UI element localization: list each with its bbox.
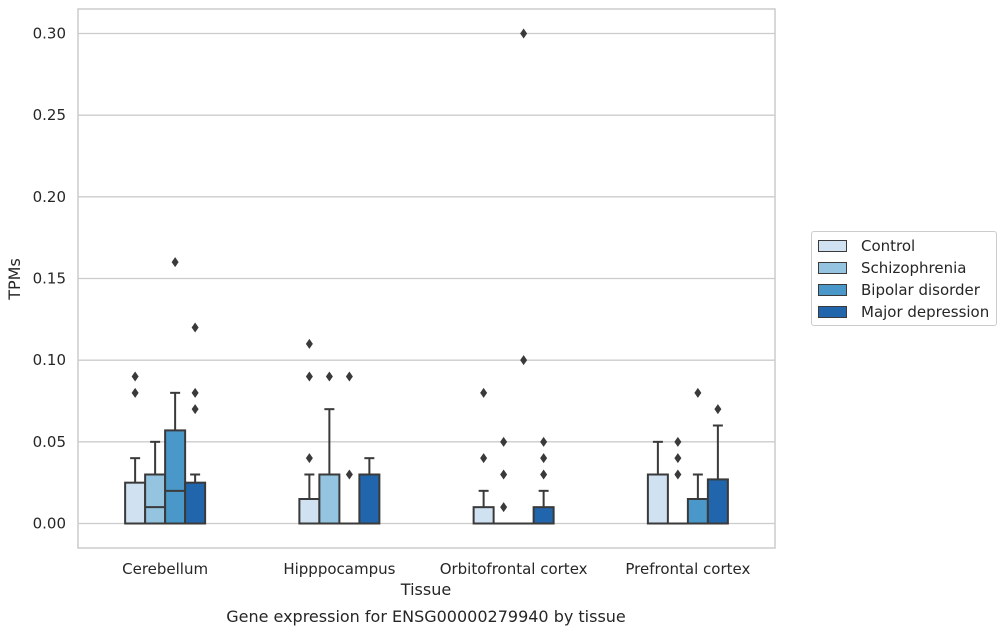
outlier-point bbox=[540, 436, 548, 447]
outlier-point bbox=[520, 28, 528, 39]
outlier-point bbox=[480, 387, 488, 398]
y-tick-label: 0.00 bbox=[33, 515, 66, 533]
legend: Control Schizophrenia Bipolar disorder M… bbox=[811, 231, 997, 326]
outlier-point bbox=[674, 453, 682, 464]
chart-caption: Gene expression for ENSG00000279940 by t… bbox=[226, 607, 626, 626]
x-tick-label: Cerebellum bbox=[122, 560, 208, 578]
outlier-point bbox=[480, 453, 488, 464]
box bbox=[298, 498, 321, 525]
outlier-point bbox=[345, 371, 353, 382]
box bbox=[706, 478, 729, 525]
outlier-point bbox=[500, 502, 508, 513]
x-tick-label: Orbitofrontal cortex bbox=[440, 560, 588, 578]
outlier-point bbox=[191, 387, 199, 398]
y-tick-label: 0.10 bbox=[33, 351, 66, 369]
legend-label: Control bbox=[861, 237, 916, 255]
outlier-point bbox=[674, 469, 682, 480]
box bbox=[472, 506, 495, 525]
outlier-point bbox=[345, 469, 353, 480]
y-tick-label: 0.15 bbox=[33, 270, 66, 288]
box bbox=[164, 429, 187, 525]
y-axis-ticks: 0.00 0.05 0.10 0.15 0.20 0.25 0.30 bbox=[33, 25, 66, 533]
outlier-point bbox=[520, 355, 528, 366]
legend-item-control: Control bbox=[818, 236, 915, 256]
box bbox=[686, 498, 709, 525]
outlier-point bbox=[191, 404, 199, 415]
y-tick-label: 0.25 bbox=[33, 106, 66, 124]
box bbox=[646, 473, 669, 525]
legend-label: Schizophrenia bbox=[861, 259, 967, 277]
x-tick-label: Hipppocampus bbox=[283, 560, 395, 578]
box bbox=[318, 473, 341, 525]
box-marks bbox=[124, 28, 729, 525]
outlier-point bbox=[325, 371, 333, 382]
x-axis-label: Tissue bbox=[400, 580, 451, 599]
y-tick-label: 0.30 bbox=[33, 25, 66, 43]
outlier-point bbox=[305, 453, 313, 464]
y-tick-label: 0.05 bbox=[33, 433, 66, 451]
gridlines bbox=[78, 32, 775, 525]
outlier-point bbox=[305, 371, 313, 382]
outlier-point bbox=[714, 404, 722, 415]
legend-item-bipolar-disorder: Bipolar disorder bbox=[818, 280, 980, 300]
outlier-point bbox=[171, 257, 179, 268]
outlier-point bbox=[131, 387, 139, 398]
plot-area-frame bbox=[77, 8, 776, 549]
outlier-point bbox=[540, 469, 548, 480]
legend-swatch-major-depression bbox=[818, 306, 847, 318]
legend-item-schizophrenia: Schizophrenia bbox=[818, 258, 966, 278]
outlier-point bbox=[305, 338, 313, 349]
outlier-point bbox=[540, 453, 548, 464]
outlier-point bbox=[674, 436, 682, 447]
outlier-point bbox=[500, 469, 508, 480]
legend-label: Bipolar disorder bbox=[861, 281, 980, 299]
legend-swatch-schizophrenia bbox=[818, 262, 847, 274]
box bbox=[358, 473, 381, 525]
y-tick-label: 0.20 bbox=[33, 188, 66, 206]
legend-swatch-bipolar-disorder bbox=[818, 284, 847, 296]
legend-item-major-depression: Major depression bbox=[818, 302, 989, 322]
box bbox=[124, 481, 147, 525]
outlier-point bbox=[694, 387, 702, 398]
outlier-point bbox=[131, 371, 139, 382]
outlier-point bbox=[191, 322, 199, 333]
outlier-point bbox=[500, 436, 508, 447]
box bbox=[144, 473, 167, 525]
x-axis-ticks: Cerebellum Hipppocampus Orbitofrontal cort… bbox=[122, 560, 750, 578]
box bbox=[184, 481, 207, 525]
box bbox=[532, 506, 555, 525]
x-tick-label: Prefrontal cortex bbox=[625, 560, 750, 578]
y-axis-label: TPMs bbox=[5, 258, 24, 301]
legend-swatch-control bbox=[818, 240, 847, 252]
legend-label: Major depression bbox=[861, 303, 990, 321]
